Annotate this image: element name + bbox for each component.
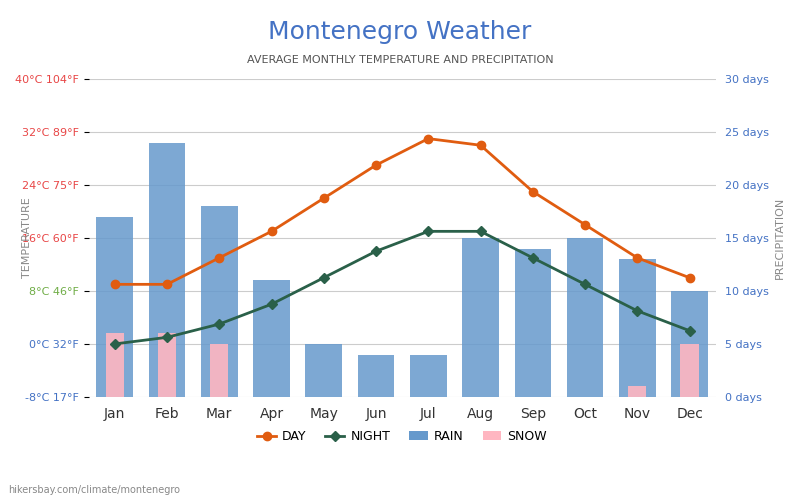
Bar <box>97 217 133 397</box>
Text: hikersbay.com/climate/montenegro: hikersbay.com/climate/montenegro <box>8 485 180 495</box>
Legend: DAY, NIGHT, RAIN, SNOW: DAY, NIGHT, RAIN, SNOW <box>252 425 552 448</box>
Y-axis label: PRECIPITATION: PRECIPITATION <box>775 197 785 279</box>
Bar <box>254 280 290 397</box>
Bar <box>149 142 186 397</box>
Bar <box>514 248 551 397</box>
Text: Montenegro Weather: Montenegro Weather <box>268 20 532 44</box>
Bar <box>671 291 708 397</box>
Bar <box>106 334 124 397</box>
Bar <box>201 206 238 397</box>
Bar <box>158 334 176 397</box>
Bar <box>462 238 499 397</box>
Bar <box>410 354 446 397</box>
Text: AVERAGE MONTHLY TEMPERATURE AND PRECIPITATION: AVERAGE MONTHLY TEMPERATURE AND PRECIPIT… <box>246 55 554 65</box>
Bar <box>681 344 698 397</box>
Bar <box>619 259 656 397</box>
Y-axis label: TEMPERATURE: TEMPERATURE <box>22 198 32 278</box>
Bar <box>566 238 603 397</box>
Bar <box>628 386 646 397</box>
Bar <box>358 354 394 397</box>
Bar <box>306 344 342 397</box>
Bar <box>210 344 228 397</box>
